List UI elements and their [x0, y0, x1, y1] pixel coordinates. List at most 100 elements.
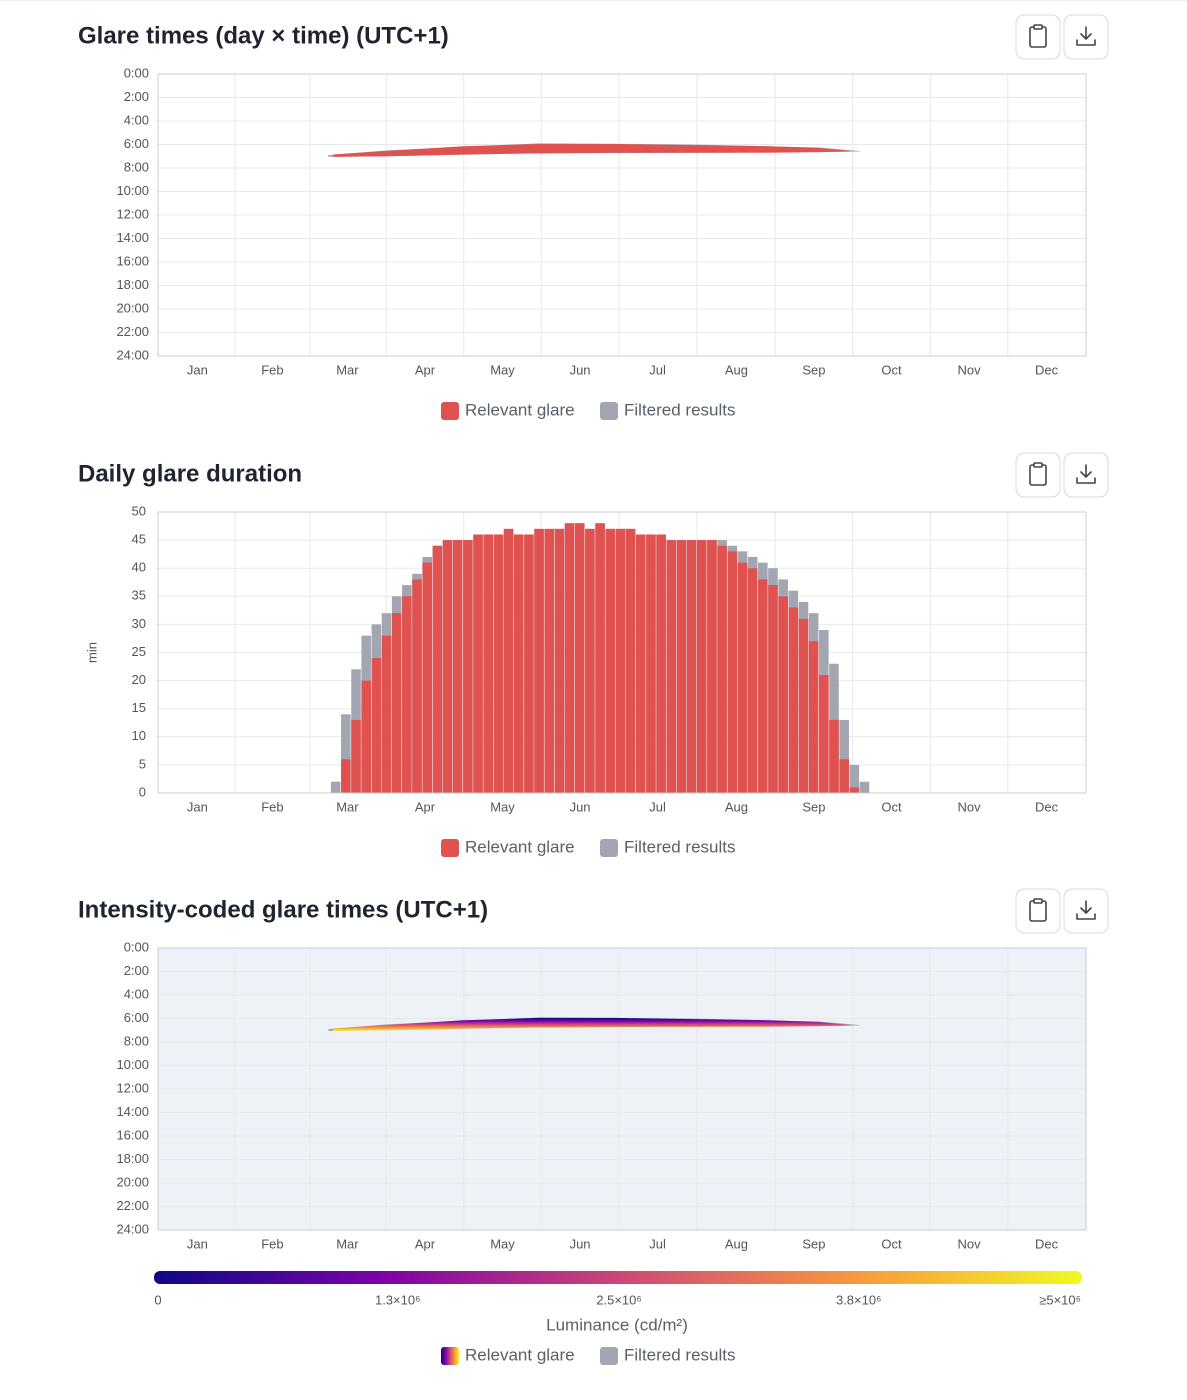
y-tick-label: 18:00: [116, 277, 149, 292]
bar: [483, 534, 494, 793]
y-tick-label: 45: [132, 532, 146, 547]
copy-button[interactable]: [1015, 14, 1061, 60]
y-tick-label: 14:00: [116, 1104, 149, 1119]
bar: [788, 607, 799, 793]
y-tick-label: 6:00: [124, 1010, 149, 1025]
y-tick-label: 0:00: [124, 939, 149, 954]
x-tick-label: Apr: [415, 362, 436, 377]
bar: [747, 568, 758, 793]
bar: [544, 528, 555, 793]
bar: [635, 534, 646, 793]
x-tick-label: Nov: [957, 799, 981, 814]
x-tick-label: Oct: [881, 1236, 902, 1251]
y-tick-label: 24:00: [116, 1221, 149, 1236]
copy-icon-clip[interactable]: [1033, 898, 1043, 904]
bar: [849, 764, 860, 793]
bar: [574, 523, 585, 793]
button-frame[interactable]: [1015, 14, 1061, 60]
y-tick-label: 15: [132, 700, 146, 715]
bar: [839, 719, 849, 793]
x-tick-label: May: [490, 799, 515, 814]
download-icon[interactable]: [1076, 464, 1096, 484]
bar: [737, 562, 748, 793]
y-tick-label: 22:00: [116, 1198, 149, 1213]
download-icon[interactable]: [1076, 26, 1096, 46]
colorbar-tick-label: 3.8×10⁶: [836, 1292, 881, 1307]
bar: [452, 540, 463, 793]
y-tick-label: 4:00: [124, 112, 149, 127]
bar: [656, 534, 666, 793]
legend-label: Relevant glare: [465, 1345, 575, 1364]
copy-button[interactable]: [1015, 888, 1061, 934]
bar: [402, 596, 412, 793]
download-button[interactable]: [1063, 452, 1109, 498]
y-tick-label: 20:00: [116, 300, 149, 315]
x-tick-label: Dec: [1035, 362, 1059, 377]
bar: [412, 579, 422, 793]
y-tick-label: 8:00: [124, 159, 149, 174]
x-tick-label: Apr: [415, 799, 436, 814]
y-tick-label: 22:00: [116, 324, 149, 339]
x-tick-label: Nov: [957, 362, 981, 377]
colorbar-tick-label: ≥5×10⁶: [1039, 1292, 1081, 1307]
plot-frame: [157, 73, 1087, 357]
x-tick-label: Jun: [570, 799, 591, 814]
y-tick-label: 50: [132, 503, 146, 518]
colorbar: [154, 1271, 1082, 1284]
x-tick-label: Oct: [881, 362, 902, 377]
chart-title: Intensity-coded glare times (UTC+1): [78, 896, 488, 923]
bar: [361, 680, 371, 793]
y-tick-label: 14:00: [116, 230, 149, 245]
download-icon[interactable]: [1076, 900, 1096, 920]
colorbar-title: Luminance (cd/m²): [546, 1315, 688, 1334]
bar: [391, 613, 402, 793]
bar: [849, 787, 860, 793]
colorbar-tick-label: 1.3×10⁶: [375, 1292, 420, 1307]
bar: [513, 534, 524, 793]
x-tick-label: Jan: [187, 362, 208, 377]
bar: [768, 585, 778, 793]
colorbar-tick-label: 0: [154, 1292, 161, 1307]
bar: [859, 781, 870, 793]
plot-frame: [157, 947, 1087, 1231]
x-tick-label: Jul: [649, 362, 666, 377]
legend-label: Relevant glare: [465, 837, 575, 856]
y-tick-label: 20: [132, 672, 146, 687]
y-tick-label: 2:00: [124, 89, 149, 104]
y-tick-label: 4:00: [124, 986, 149, 1001]
bar: [493, 534, 504, 793]
x-tick-label: Oct: [881, 799, 902, 814]
x-tick-label: Sep: [802, 1236, 825, 1251]
x-tick-label: Jan: [187, 799, 208, 814]
bar: [381, 635, 392, 793]
y-axis-title: min: [84, 642, 99, 663]
bar: [625, 528, 636, 793]
x-tick-label: Dec: [1035, 799, 1059, 814]
bar: [432, 545, 443, 793]
legend-swatch: [441, 402, 459, 420]
y-tick-label: 5: [139, 756, 146, 771]
button-frame[interactable]: [1015, 452, 1061, 498]
download-button[interactable]: [1063, 888, 1109, 934]
bar: [758, 579, 768, 793]
y-tick-label: 0:00: [124, 65, 149, 80]
bar: [442, 540, 453, 793]
bar: [727, 551, 738, 793]
bar: [351, 719, 361, 793]
y-tick-label: 40: [132, 560, 146, 575]
copy-button[interactable]: [1015, 452, 1061, 498]
legend-swatch: [600, 402, 618, 420]
bar: [473, 534, 483, 793]
button-frame[interactable]: [1015, 888, 1061, 934]
x-tick-label: Aug: [725, 362, 748, 377]
legend-swatch: [441, 1347, 459, 1365]
y-tick-label: 16:00: [116, 253, 149, 268]
bar: [463, 540, 473, 793]
copy-icon-clip[interactable]: [1033, 24, 1043, 30]
download-button[interactable]: [1063, 14, 1109, 60]
y-tick-label: 0: [139, 784, 146, 799]
copy-icon-clip[interactable]: [1033, 462, 1043, 468]
bar: [503, 528, 514, 793]
x-tick-label: Aug: [725, 799, 748, 814]
